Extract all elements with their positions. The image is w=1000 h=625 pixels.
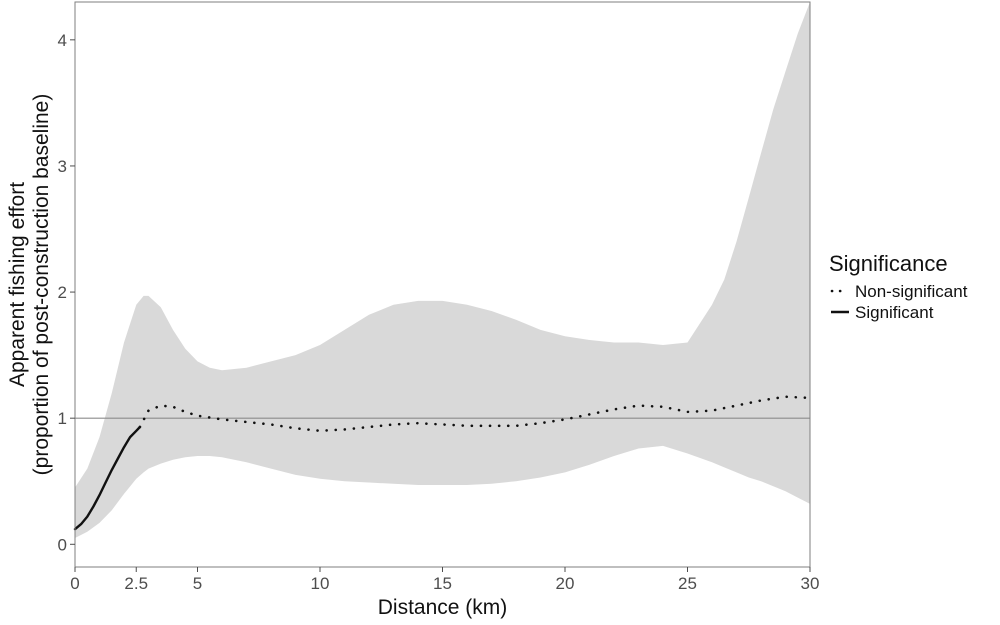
legend-label-significant: Significant	[855, 303, 934, 322]
legend-label-non-significant: Non-significant	[855, 282, 968, 301]
y-tick-label: 3	[58, 157, 67, 176]
y-tick-label: 2	[58, 283, 67, 302]
y-tick-label: 0	[58, 535, 67, 554]
series-line-non-significant	[138, 395, 812, 433]
confidence-ribbon	[75, 2, 810, 538]
x-tick-label: 2.5	[124, 574, 148, 593]
x-tick-label: 0	[70, 574, 79, 593]
legend: Significance Non-significant Significant	[829, 251, 968, 322]
y-axis-title-line-1: Apparent fishing effort	[6, 182, 29, 387]
series-layer	[73, 395, 812, 531]
x-tick-label: 10	[311, 574, 330, 593]
legend-title: Significance	[829, 251, 948, 276]
x-tick-label: 15	[433, 574, 452, 593]
series-line-significant	[73, 425, 142, 531]
y-axis-title-line-2: (proportion of post-construction baselin…	[30, 94, 53, 476]
x-tick-label: 25	[678, 574, 697, 593]
x-tick-label: 20	[556, 574, 575, 593]
x-axis-title: Distance (km)	[378, 596, 508, 619]
x-tick-label: 5	[193, 574, 202, 593]
y-tick-label: 1	[58, 409, 67, 428]
plot-area	[75, 2, 810, 538]
y-tick-label: 4	[58, 31, 67, 50]
x-tick-label: 30	[801, 574, 820, 593]
axes: 0 2.5 5 10 15 20 25 30 0 1 2 3 4	[58, 31, 820, 593]
